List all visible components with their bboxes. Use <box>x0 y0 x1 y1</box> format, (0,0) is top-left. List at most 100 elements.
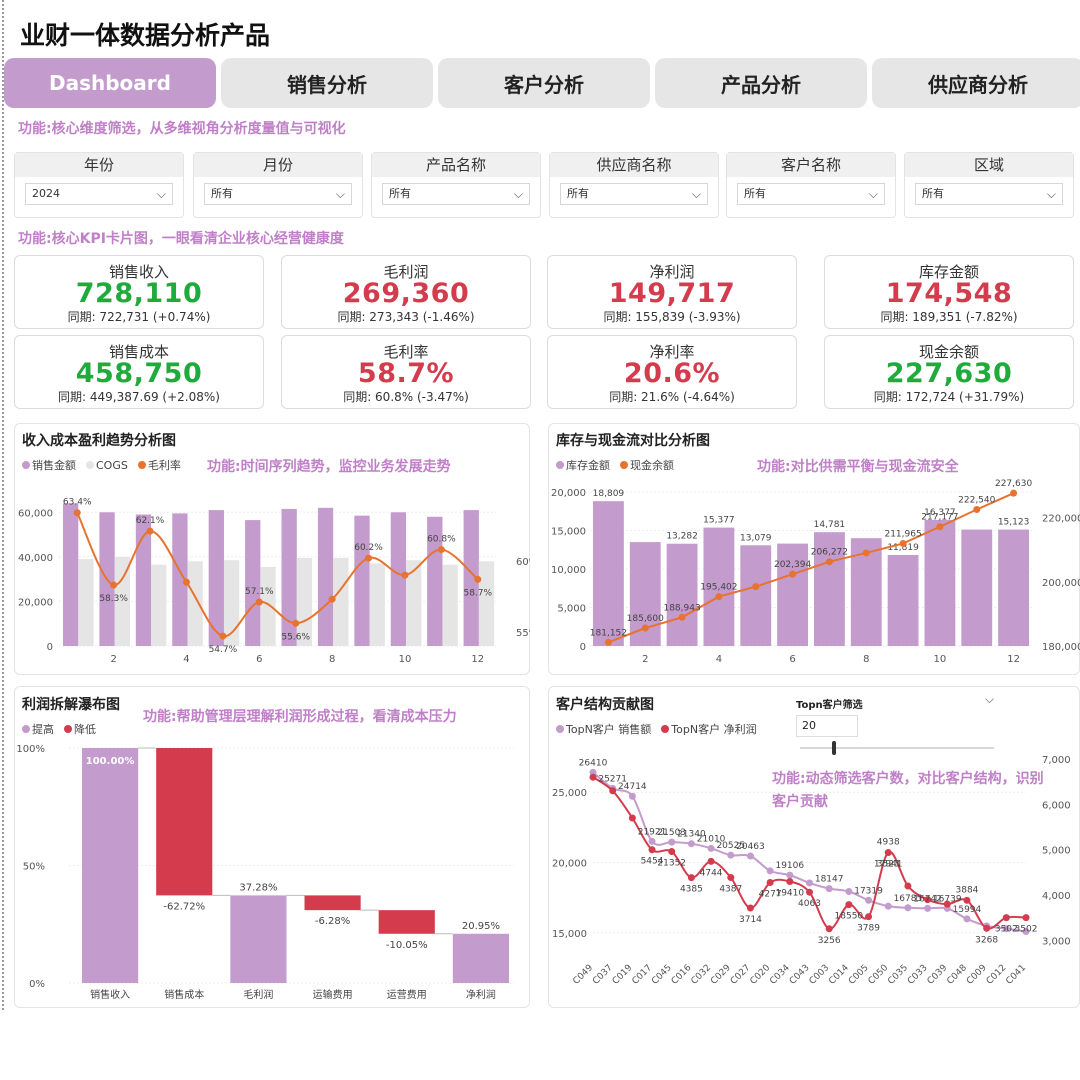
topn-sales-point <box>1022 927 1030 935</box>
slicer-region-dropdown[interactable]: 所有 ⌵ <box>915 183 1063 205</box>
customer-chart-legend: TopN客户 销售额 TopN客户 净利润 <box>556 721 763 737</box>
kpi-value: 20.6% <box>623 358 721 389</box>
customer-note-line1: 功能:动态筛选客户数，对比客户结构，识别 <box>772 771 1044 787</box>
topn-sales-data-label: 21340 <box>677 830 706 840</box>
cash-balance-point <box>752 583 760 591</box>
x-tick-label: 4 <box>716 654 722 665</box>
topn-slider-handle[interactable] <box>832 741 836 755</box>
cash-balance-data-label: 227,630 <box>995 479 1032 489</box>
topn-profit-point <box>904 882 912 890</box>
topn-sales-data-label: 15994 <box>953 905 982 915</box>
legend-label: 毛利率 <box>147 459 181 472</box>
slicer-month-dropdown[interactable]: 所有 ⌵ <box>204 183 352 205</box>
topn-profit-data-label: 4063 <box>798 899 821 909</box>
x-tick-label: C014 <box>827 963 851 987</box>
topn-profit-data-label: 3502 <box>995 925 1018 935</box>
inventory-bar <box>887 554 919 646</box>
x-tick-label: 10 <box>399 654 412 665</box>
topn-profit-point <box>1002 914 1010 922</box>
y-tick-label: 15,000 <box>551 527 586 538</box>
topn-profit-point <box>865 913 873 921</box>
slicer-supplier-dropdown[interactable]: 所有 ⌵ <box>560 183 708 205</box>
gross-margin-point <box>328 595 336 603</box>
app-title: 业财一体数据分析产品 <box>20 21 271 50</box>
tab-product-analysis[interactable]: 产品分析 <box>655 58 867 108</box>
kpi-label: 净利润 <box>649 263 695 281</box>
gross-margin-data-label: 58.7% <box>463 588 492 598</box>
cogs-bar <box>151 564 167 646</box>
x-tick-label: C027 <box>729 963 753 987</box>
y2-tick-label: 220,000 <box>1042 514 1080 525</box>
topn-profit-data-label: 4387 <box>719 885 742 895</box>
kpi-card-gross-margin: 毛利率 58.7% 同期: 60.8% (-3.47%) <box>281 335 531 409</box>
slicer-product-dropdown[interactable]: 所有 ⌵ <box>382 183 530 205</box>
topn-profit-data-label: 17941 <box>874 860 903 870</box>
tab-dashboard[interactable]: Dashboard <box>4 58 216 108</box>
slicer-supplier-value: 所有 <box>567 187 589 200</box>
topn-profit-point <box>786 877 794 885</box>
kpi-label: 净利率 <box>649 343 695 361</box>
x-tick-label: C033 <box>906 963 930 987</box>
topn-sales-data-label: 21921 <box>638 827 667 837</box>
topn-sales-data-label: 16739 <box>933 894 962 904</box>
tab-supplier-analysis[interactable]: 供应商分析 <box>872 58 1080 108</box>
inventory-note: 功能:对比供需平衡与现金流安全 <box>757 459 959 475</box>
gross-margin-point <box>292 619 300 627</box>
waterfall-data-label: -62.72% <box>163 901 205 912</box>
slicer-month-value: 所有 <box>211 187 233 200</box>
topn-profit-data-label: 4277 <box>759 890 782 900</box>
inventory-bar <box>666 543 698 646</box>
topn-profit-point <box>746 904 754 912</box>
chevron-down-icon[interactable]: ⌵ <box>985 692 995 706</box>
kpi-comparison: 同期: 172,724 (+31.79%) <box>873 390 1025 404</box>
legend-dot-icon <box>86 461 94 469</box>
y2-tick-label: 3,000 <box>1042 936 1071 947</box>
topn-sales-point <box>648 837 656 845</box>
topn-profit-data-label: 3789 <box>857 924 880 934</box>
slicer-customer-dropdown[interactable]: 所有 ⌵ <box>737 183 885 205</box>
gross-margin-point <box>219 632 227 640</box>
topn-sales-point <box>707 844 715 852</box>
topn-sales-data-label: 16742 <box>913 894 942 904</box>
x-tick-label: C016 <box>670 963 694 987</box>
cogs-bar <box>223 560 240 646</box>
x-tick-label: C035 <box>886 963 910 987</box>
cash-balance-data-label: 185,600 <box>627 614 664 624</box>
x-tick-label: C029 <box>709 963 733 987</box>
cash-balance-data-label: 206,272 <box>811 548 848 558</box>
topn-sales-data-label: 24714 <box>618 782 647 792</box>
topn-sales-point <box>865 896 873 904</box>
chevron-down-icon: ⌵ <box>1046 187 1056 201</box>
cogs-bar <box>478 561 495 646</box>
topn-slider-track[interactable] <box>800 747 994 749</box>
waterfall-data-label: 37.28% <box>239 882 277 893</box>
legend-label: COGS <box>96 458 128 472</box>
topn-sales-data-label: 16785 <box>894 894 923 904</box>
topn-sales-point <box>668 838 676 846</box>
topn-profit-data-label: 21352 <box>657 859 686 869</box>
topn-value-input[interactable]: 20 <box>796 715 858 737</box>
topn-sales-point <box>806 879 813 887</box>
inventory-chart-svg: 05,00010,00015,00020,000180,000200,00022… <box>551 479 1080 665</box>
topn-profit-data-label: 5454 <box>641 857 664 867</box>
trend-chart-svg: 0 20,000 40,000 60,000 55% 60% 2 4 6 8 10 12 63.4% 58… <box>18 498 530 665</box>
legend-label: 提高 <box>32 723 54 736</box>
topn-profit-point <box>943 900 951 908</box>
cash-balance-data-label: 181,152 <box>590 628 627 638</box>
inventory-bar <box>998 529 1029 646</box>
topn-profit-data-label: 3523 <box>877 860 900 870</box>
topn-profit-data-label: 19410 <box>775 888 804 898</box>
inventory-bar <box>703 527 735 646</box>
tab-sales-analysis[interactable]: 销售分析 <box>221 58 433 108</box>
kpi-label: 销售收入 <box>108 263 169 281</box>
topn-sales-point <box>884 902 892 910</box>
gross-margin-data-label: 58.3% <box>99 594 128 604</box>
kpi-label: 现金余额 <box>918 343 979 361</box>
slicer-year-dropdown[interactable]: 2024 ⌵ <box>25 183 173 205</box>
waterfall-bar <box>378 910 435 934</box>
inventory-data-label: 11,819 <box>887 543 919 553</box>
topn-sales-point <box>825 885 833 893</box>
x-tick-label: C048 <box>945 963 969 987</box>
kpi-comparison: 同期: 449,387.69 (+2.08%) <box>58 390 220 404</box>
tab-customer-analysis[interactable]: 客户分析 <box>438 58 650 108</box>
